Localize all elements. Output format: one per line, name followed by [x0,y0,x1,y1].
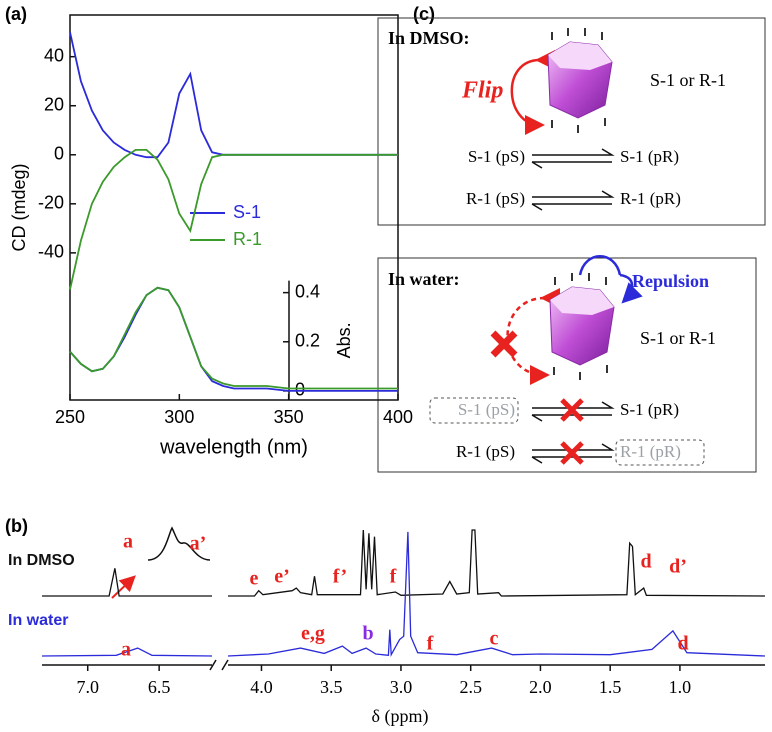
x-tick-label: 1.0 [669,677,692,697]
x-tick-label: 350 [274,407,304,427]
peak-label: d’ [669,556,687,578]
peak-label: a [121,639,131,661]
box [377,17,766,226]
series-line [69,32,398,159]
panel-label: (b) [5,516,28,536]
spectrum-line [42,529,766,597]
equilibrium-left: S-1 (pS) [468,147,525,166]
molecule [549,273,615,380]
y2-tick-label: 0 [295,380,305,400]
repulsion-label: Repulsion [632,271,709,291]
x-tick-label: 400 [383,407,413,427]
peak-label: a’ [190,533,207,555]
y-tick-label: 40 [44,45,64,65]
equilibrium-left: R-1 (pS) [456,442,515,461]
panel-label: (c) [413,4,435,24]
peak-label: d [677,633,688,655]
scheme: (c) In DMSO: Flip S-1 or R-1 S-1 (pS) S-… [377,4,766,473]
x-axis-label: δ (ppm) [372,706,429,727]
equilibrium-arrows [531,148,615,211]
peak-label: f’ [333,566,347,588]
peak-label: f [427,633,434,655]
series-label: In water [8,612,68,629]
cross [490,330,518,358]
box-title: In DMSO: [388,28,470,48]
peak-label: e,g [301,623,325,645]
y-tick-label: -20 [38,193,64,213]
molecule [547,28,613,133]
legend-label: S-1 [233,202,261,222]
y-tick-label: -40 [38,242,64,262]
peak-label: e [250,568,259,590]
x-tick-label: 300 [164,407,194,427]
equilibrium-left: S-1 (pS) [458,400,515,419]
equilibrium-right: S-1 (pR) [620,147,679,166]
box [377,257,757,473]
axis-break [209,659,229,671]
x-tick-label: 250 [55,407,85,427]
y2-axis-label: Abs. [334,322,354,358]
species: S-1 or R-1 [650,70,726,90]
panel-label: (a) [5,4,27,24]
y2-tick-label: 0.4 [295,281,320,301]
spectrum-line [41,531,766,657]
peak-label: a [123,531,133,553]
y-axis-label: CD (mdeg) [9,163,29,251]
peak-label: c [490,628,499,650]
y-tick-label: 0 [54,144,64,164]
equilibrium-right: R-1 (pR) [620,442,681,461]
species: S-1 or R-1 [640,328,716,348]
y-tick-label: 20 [44,94,64,114]
y2-tick-label: 0.2 [295,331,320,351]
disfavored-box [615,439,705,466]
x-tick-label: 2.0 [529,677,552,697]
peak-label: b [362,623,373,645]
repulsion-arrow [578,255,632,300]
box-title: In water: [388,269,459,289]
inset-peak [147,526,211,561]
inset-arrow [111,575,136,599]
series-label: In DMSO [8,552,75,569]
peak-label: f [390,566,397,588]
flip-label: Flip [461,78,503,104]
equilibrium-right: R-1 (pR) [620,189,681,208]
flip-arrow [510,49,556,135]
x-tick-label: 1.5 [599,677,622,697]
x-axis-label: wavelength (nm) [159,436,308,458]
plot-frame [69,14,399,401]
x-tick-label: 6.5 [148,677,171,697]
equilibrium-left: R-1 (pS) [466,189,525,208]
peak-label: d [640,551,651,573]
equilibrium-right: S-1 (pR) [620,400,679,419]
peak-label: e’ [274,566,290,588]
equilibrium-arrows [531,401,615,464]
x-tick-label: 3.0 [390,677,413,697]
disfavored-box [429,397,519,424]
cross [560,398,584,465]
x-tick-label: 4.0 [250,677,273,697]
x-tick-label: 2.5 [459,677,482,697]
x-tick-label: 7.0 [76,677,99,697]
series-line [69,149,398,290]
series-line [69,286,398,390]
legend-label: R-1 [233,229,262,249]
x-tick-label: 3.5 [320,677,343,697]
